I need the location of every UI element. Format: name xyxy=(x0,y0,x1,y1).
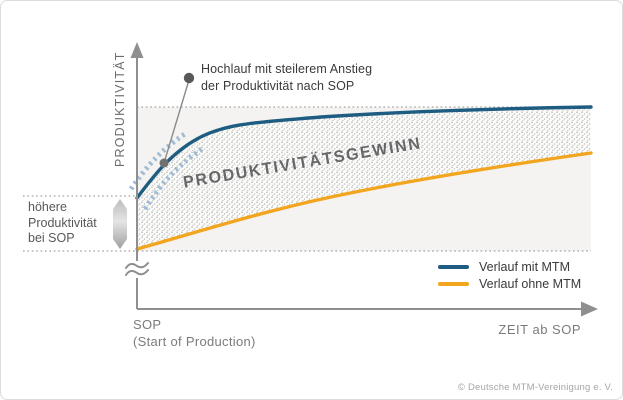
x-axis-arrowhead xyxy=(581,301,598,317)
legend-swatch-blue xyxy=(438,264,469,269)
callout-line xyxy=(163,79,190,164)
legend-label-ohne-mtm: Verlauf ohne MTM xyxy=(479,277,582,292)
gain-area xyxy=(137,107,591,249)
curve-without-mtm xyxy=(135,151,593,251)
left-gap-note-line1: höhere xyxy=(28,200,67,214)
legend-label-mit-mtm: Verlauf mit MTM xyxy=(479,259,570,274)
x-axis-origin-label: SOP (Start of Production) xyxy=(133,317,256,350)
hatch-lower xyxy=(142,145,205,211)
callout-text-line2: der Produktivität nach SOP xyxy=(201,79,355,93)
left-gap-note: höhere Produktivität bei SOP xyxy=(28,200,97,247)
curve-with-mtm xyxy=(135,105,593,200)
x-axis-title: ZEIT ab SOP xyxy=(498,322,581,337)
callout-text-line1: Hochlauf mit steilerem Anstieg xyxy=(201,62,373,76)
callout-text: Hochlauf mit steilerem Anstieg der Produ… xyxy=(201,61,372,95)
origin-label-sop: SOP xyxy=(133,317,162,332)
legend-item-mit-mtm: Verlauf mit MTM xyxy=(438,258,581,276)
hatch-upper xyxy=(128,131,187,191)
y-axis-title: PRODUKTIVITÄT xyxy=(113,51,127,167)
left-gap-note-line2: Produktivität xyxy=(28,215,97,230)
left-gap-note-line3: bei SOP xyxy=(28,231,75,245)
y-axis-arrowhead xyxy=(130,42,144,58)
callout-dot xyxy=(183,72,195,84)
curve-marker-dot xyxy=(159,158,169,168)
copyright-notice: © Deutsche MTM-Vereinigung e. V. xyxy=(457,382,613,393)
legend-swatch-orange xyxy=(438,282,469,287)
axis-break-squiggle xyxy=(125,262,149,276)
legend: Verlauf mit MTM Verlauf ohne MTM xyxy=(438,258,581,293)
legend-item-ohne-mtm: Verlauf ohne MTM xyxy=(438,276,581,294)
gap-double-arrow xyxy=(113,199,127,249)
origin-label-start-of-production: (Start of Production) xyxy=(133,333,256,349)
